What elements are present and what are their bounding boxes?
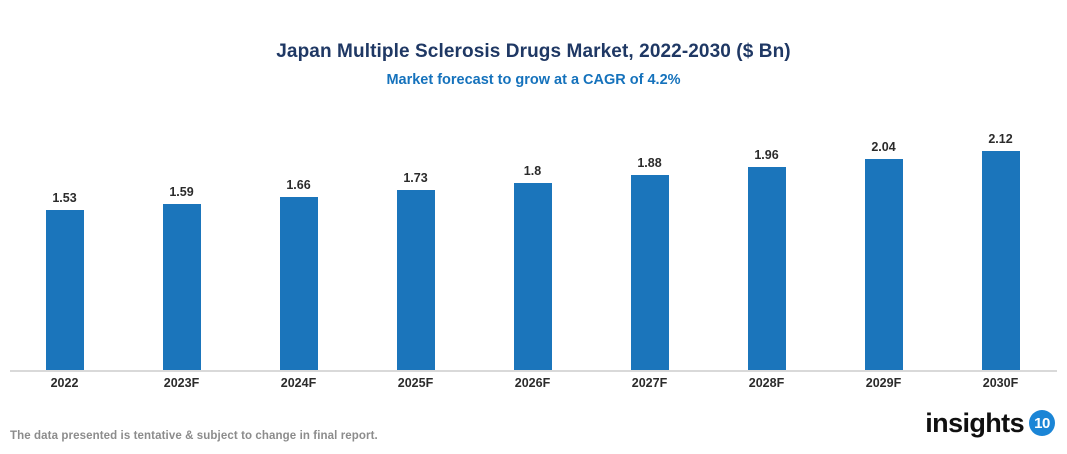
x-axis-tick-label: 2029F xyxy=(865,376,902,390)
bar-series: 1.53 1.59 1.66 1.73 1.8 1.88 1.96 2.04 2.12 xyxy=(0,110,1067,371)
bar-slot: 1.59 xyxy=(123,110,240,371)
title-block: Japan Multiple Sclerosis Drugs Market, 2… xyxy=(0,40,1067,90)
x-axis-labels: 2022 2023F 2024F 2025F 2026F 2027F 2028F 2029F 2… xyxy=(0,374,1067,396)
page-title: Japan Multiple Sclerosis Drugs Market, 2… xyxy=(276,41,791,62)
bar-slot: 1.8 xyxy=(474,110,591,371)
bar-value-label: 1.53 xyxy=(52,191,77,205)
bar-slot: 1.96 xyxy=(708,110,825,371)
bar[interactable] xyxy=(981,151,1020,371)
bar[interactable] xyxy=(279,197,318,371)
x-axis-tick-label: 2022 xyxy=(50,376,79,390)
bar-slot: 2.12 xyxy=(942,110,1059,371)
bar-slot: 1.66 xyxy=(240,110,357,371)
bar-value-label: 1.66 xyxy=(286,178,311,192)
x-axis-tick-label: 2024F xyxy=(280,376,317,390)
bar[interactable] xyxy=(45,210,84,371)
x-axis-tick-label: 2025F xyxy=(397,376,434,390)
bar[interactable] xyxy=(747,167,786,371)
x-axis-tick-label: 2028F xyxy=(748,376,785,390)
logo-badge-icon: 10 xyxy=(1029,410,1055,436)
bar-value-label: 1.73 xyxy=(403,171,428,185)
plot-area: 1.53 1.59 1.66 1.73 1.8 1.88 1.96 2.04 2.12 xyxy=(0,110,1067,372)
insights10-logo: insights 10 xyxy=(925,408,1055,438)
bar-value-label: 2.12 xyxy=(988,132,1013,146)
bar[interactable] xyxy=(396,190,435,371)
chart-subtitle: Market forecast to grow at a CAGR of 4.2… xyxy=(386,72,681,88)
bar[interactable] xyxy=(630,175,669,371)
bar-value-label: 2.04 xyxy=(871,140,896,154)
bar-value-label: 1.8 xyxy=(523,164,542,178)
bar-slot: 1.73 xyxy=(357,110,474,371)
x-axis-tick-label: 2027F xyxy=(631,376,668,390)
x-axis-line xyxy=(10,370,1057,372)
bar-value-label: 1.96 xyxy=(754,148,779,162)
bar-value-label: 1.88 xyxy=(637,156,662,170)
disclaimer-text: The data presented is tentative & subjec… xyxy=(10,430,378,442)
bar[interactable] xyxy=(162,204,201,371)
bar-slot: 1.88 xyxy=(591,110,708,371)
x-axis-tick-label: 2023F xyxy=(163,376,200,390)
bar-value-label: 1.59 xyxy=(169,185,194,199)
bar[interactable] xyxy=(864,159,903,371)
x-axis-tick-label: 2030F xyxy=(982,376,1019,390)
x-axis-tick-label: 2026F xyxy=(514,376,551,390)
bar[interactable] xyxy=(513,183,552,371)
bar-slot: 1.53 xyxy=(6,110,123,371)
bar-slot: 2.04 xyxy=(825,110,942,371)
logo-wordmark: insights xyxy=(925,408,1024,438)
